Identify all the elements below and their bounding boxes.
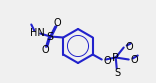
Text: S: S (47, 32, 54, 42)
Text: S: S (115, 67, 121, 78)
Text: O: O (131, 55, 138, 64)
Text: HN: HN (30, 27, 45, 38)
Text: O: O (104, 56, 111, 65)
Text: O: O (41, 45, 49, 55)
Text: O: O (126, 42, 133, 51)
Text: P: P (112, 53, 119, 62)
Text: O: O (54, 18, 61, 28)
